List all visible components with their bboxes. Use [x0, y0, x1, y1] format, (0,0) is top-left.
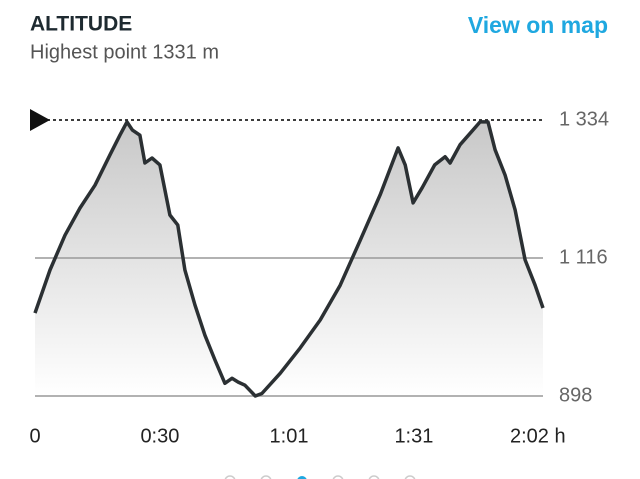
pager-dots: [224, 475, 416, 479]
x-tick-label: 0:30: [140, 425, 179, 447]
x-tick-label: 1:01: [270, 425, 309, 447]
x-tick-label: 2:02 h: [510, 425, 566, 447]
area-fill: [35, 121, 543, 397]
y-tick-label: 1 334: [559, 108, 609, 130]
chart-subtitle: Highest point 1331 m: [30, 41, 219, 63]
y-tick-label: 1 116: [559, 246, 608, 268]
view-on-map-link[interactable]: View on map: [468, 12, 608, 38]
altitude-line: [33, 120, 545, 398]
chart-title: ALTITUDE: [30, 13, 132, 36]
x-tick-label: 1:31: [394, 425, 433, 447]
max-marker: [30, 109, 50, 131]
x-tick-label: 0: [29, 425, 40, 447]
y-tick-label: 898: [559, 384, 592, 406]
